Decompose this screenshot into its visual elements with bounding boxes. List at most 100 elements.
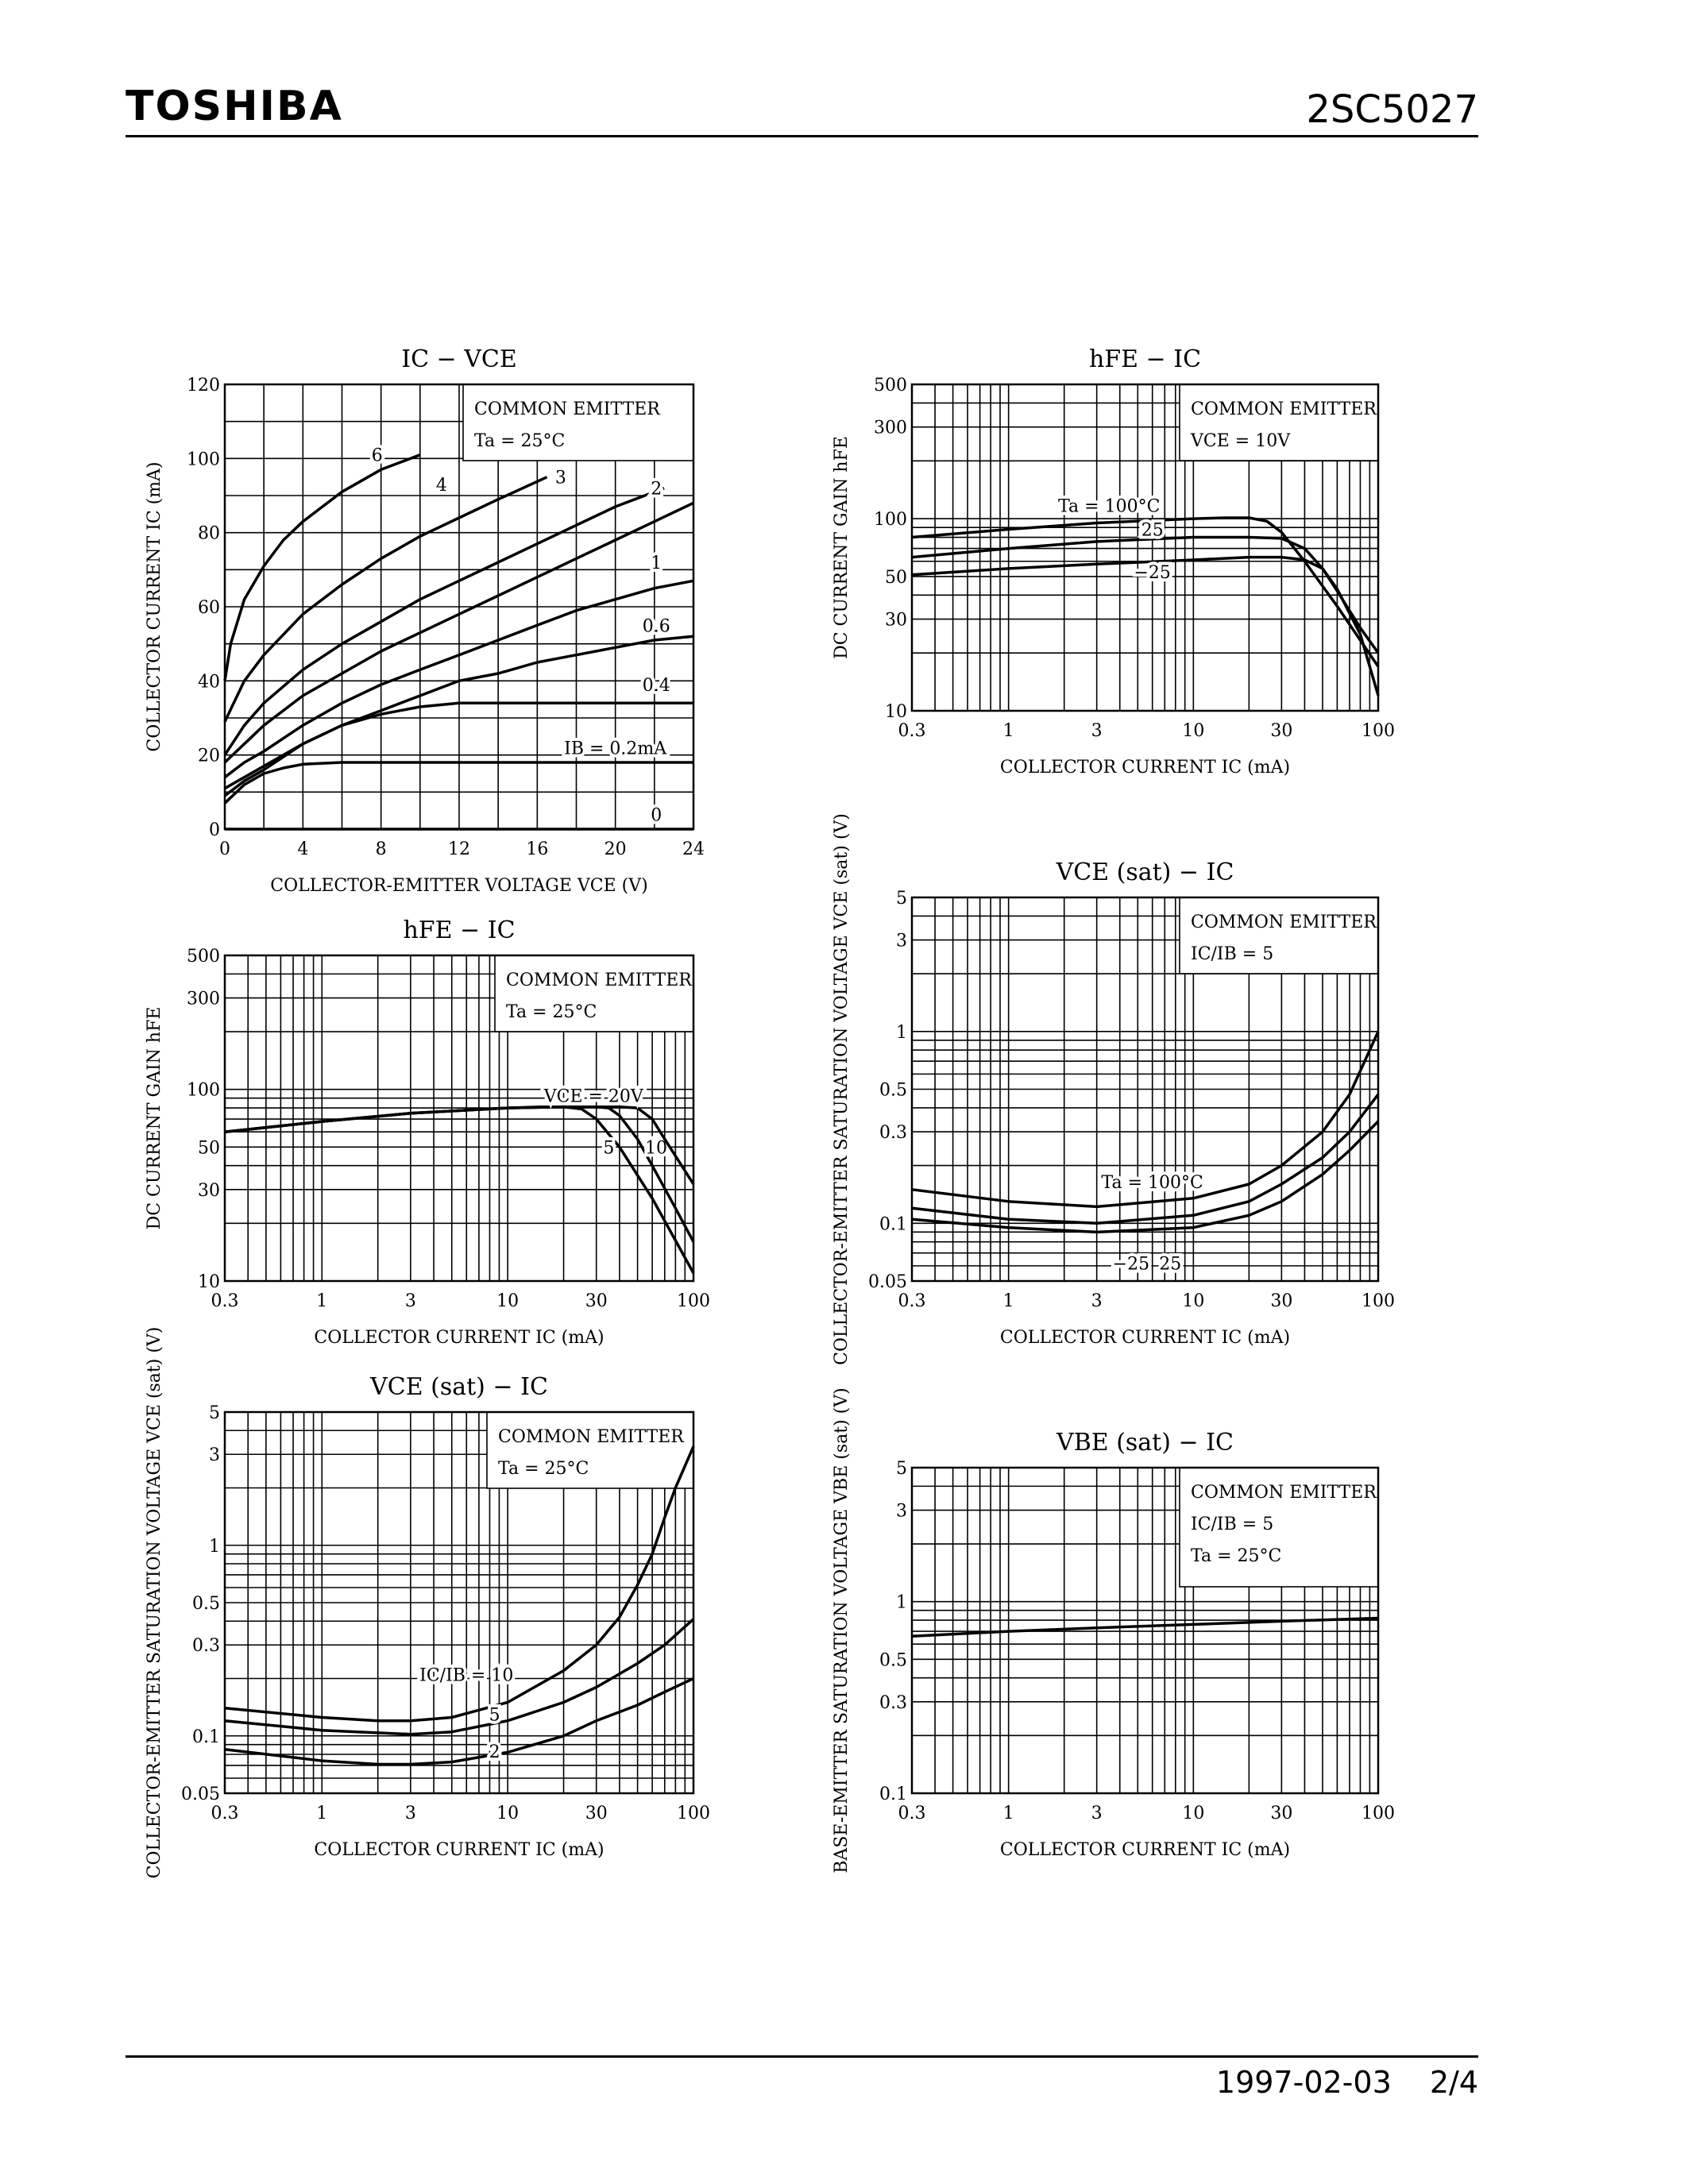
- series-line: [911, 555, 1380, 696]
- x-tick-label: 30: [1270, 1291, 1292, 1311]
- x-tick-label: 100: [677, 1804, 710, 1823]
- x-tick-label: 0.3: [211, 1804, 239, 1823]
- y-tick-label: 50: [885, 568, 907, 588]
- y-tick-label: 500: [187, 947, 220, 967]
- y-tick-label: 1: [209, 1537, 220, 1557]
- series-line: [224, 1106, 695, 1186]
- x-axis-label: COLLECTOR-EMITTER VOLTAGE VCE (V): [270, 876, 648, 896]
- y-tick-label: 0.5: [192, 1594, 220, 1614]
- x-tick-label: 0.3: [898, 1291, 926, 1311]
- y-tick-label: 10: [198, 1272, 220, 1292]
- x-tick-label: 3: [405, 1291, 416, 1311]
- series-label: IC/IB = 10: [419, 1665, 513, 1685]
- y-tick-label: 30: [198, 1181, 220, 1201]
- series-label: 5: [489, 1705, 500, 1725]
- y-axis-label: COLLECTOR-EMITTER SATURATION VOLTAGE VCE…: [145, 1327, 164, 1879]
- plot-frame: [910, 1466, 1380, 1795]
- y-tick-label: 10: [885, 702, 907, 722]
- x-tick-label: 30: [585, 1291, 608, 1311]
- x-tick-label: 1: [1003, 1291, 1014, 1311]
- x-tick-label: 12: [448, 839, 470, 859]
- chart-title: hFE − IC: [1089, 345, 1201, 373]
- y-tick-label: 0.5: [879, 1650, 907, 1670]
- x-axis-label: COLLECTOR CURRENT IC (mA): [314, 1840, 604, 1860]
- y-axis-label: BASE-EMITTER SATURATION VOLTAGE VBE (sat…: [832, 1387, 852, 1873]
- y-tick-label: 0.5: [879, 1081, 907, 1101]
- x-axis-label: COLLECTOR CURRENT IC (mA): [314, 1328, 604, 1348]
- series-label: 10: [645, 1138, 667, 1158]
- legend-line: Ta = 25°C: [498, 1459, 589, 1479]
- series-line: [223, 761, 693, 805]
- series-line: [911, 1031, 1380, 1209]
- x-tick-label: 100: [1362, 1291, 1395, 1311]
- plot-frame: [223, 1410, 695, 1795]
- y-tick-label: 0.3: [879, 1123, 907, 1143]
- y-tick-label: 0.3: [192, 1636, 220, 1656]
- x-tick-label: 20: [605, 839, 627, 859]
- x-tick-label: 10: [496, 1291, 519, 1311]
- legend-line: COMMON EMITTER: [1191, 913, 1377, 932]
- x-tick-label: 100: [1362, 1804, 1395, 1823]
- legend-line: IC/IB = 5: [1191, 944, 1273, 964]
- y-tick-label: 20: [198, 747, 220, 766]
- legend-line: Ta = 25°C: [506, 1002, 597, 1022]
- y-tick-label: 5: [896, 889, 907, 909]
- part-number: 2SC5027: [1306, 87, 1478, 132]
- legend-line: COMMON EMITTER: [1191, 399, 1377, 419]
- chart-2: COMMON EMITTER VCE = 10V 0.3 1 3 10 30 100 10 30 5…: [832, 345, 1395, 778]
- x-tick-label: 3: [405, 1804, 416, 1823]
- x-tick-label: 1: [316, 1291, 327, 1311]
- legend-line: VCE = 10V: [1190, 431, 1291, 451]
- legend-line: Ta = 25°C: [474, 431, 565, 451]
- chart-6: COMMON EMITTER IC/IB = 5 Ta = 25°C 0.3 1 3 10 3…: [832, 1387, 1395, 1873]
- y-tick-label: 0.3: [879, 1693, 907, 1713]
- x-tick-label: 8: [376, 839, 387, 859]
- series-label: 5: [603, 1138, 614, 1158]
- legend-line: IC/IB = 5: [1191, 1515, 1273, 1534]
- series-label: IB = 0.2mA: [564, 739, 667, 758]
- x-tick-label: 10: [496, 1804, 519, 1823]
- y-tick-label: 80: [198, 524, 220, 544]
- x-tick-label: 100: [677, 1291, 710, 1311]
- series-line: [224, 1677, 694, 1766]
- y-tick-label: 120: [187, 376, 220, 396]
- brand-logo: TOSHIBA: [126, 83, 343, 130]
- x-axis-label: COLLECTOR CURRENT IC (mA): [1000, 1328, 1290, 1348]
- plot-frame: [223, 954, 695, 1283]
- y-tick-label: 300: [187, 990, 220, 1009]
- footer-rule: [126, 2055, 1478, 2058]
- y-tick-label: 3: [896, 932, 907, 951]
- series-line: [223, 476, 548, 723]
- y-tick-label: 0.1: [192, 1727, 220, 1747]
- series-label: 2: [489, 1742, 500, 1762]
- x-tick-label: 30: [585, 1804, 608, 1823]
- series-label: 1: [651, 554, 662, 573]
- series-line: [224, 635, 694, 790]
- y-tick-label: 0.1: [879, 1785, 907, 1804]
- x-tick-label: 10: [1182, 1291, 1204, 1311]
- x-tick-label: 100: [1362, 721, 1395, 741]
- legend-line: Ta = 25°C: [1191, 1546, 1281, 1566]
- plot-frame: [910, 383, 1380, 712]
- x-tick-label: 1: [1003, 721, 1014, 741]
- chart-title: hFE − IC: [403, 916, 515, 944]
- series-label: VCE = 20V: [543, 1086, 644, 1106]
- series-line: [911, 516, 1380, 668]
- x-tick-label: 0.3: [211, 1291, 239, 1311]
- x-tick-label: 0: [219, 839, 230, 859]
- series-line: [224, 1445, 695, 1723]
- plot-frame: [910, 896, 1380, 1283]
- series-label: 6: [372, 446, 383, 466]
- y-axis-label: COLLECTOR CURRENT IC (mA): [145, 461, 164, 751]
- y-tick-label: 5: [209, 1403, 220, 1423]
- series-line: [911, 1093, 1380, 1225]
- footer-date: 1997-02-03: [1215, 2065, 1392, 2100]
- series-label: 25: [1141, 521, 1164, 541]
- x-tick-label: 10: [1182, 721, 1204, 741]
- x-tick-label: 3: [1091, 1291, 1103, 1311]
- series-line: [223, 579, 694, 779]
- legend-box: [1179, 1467, 1379, 1588]
- footer-page: 2/4: [1429, 2065, 1478, 2100]
- series-label: −25: [1113, 1254, 1149, 1274]
